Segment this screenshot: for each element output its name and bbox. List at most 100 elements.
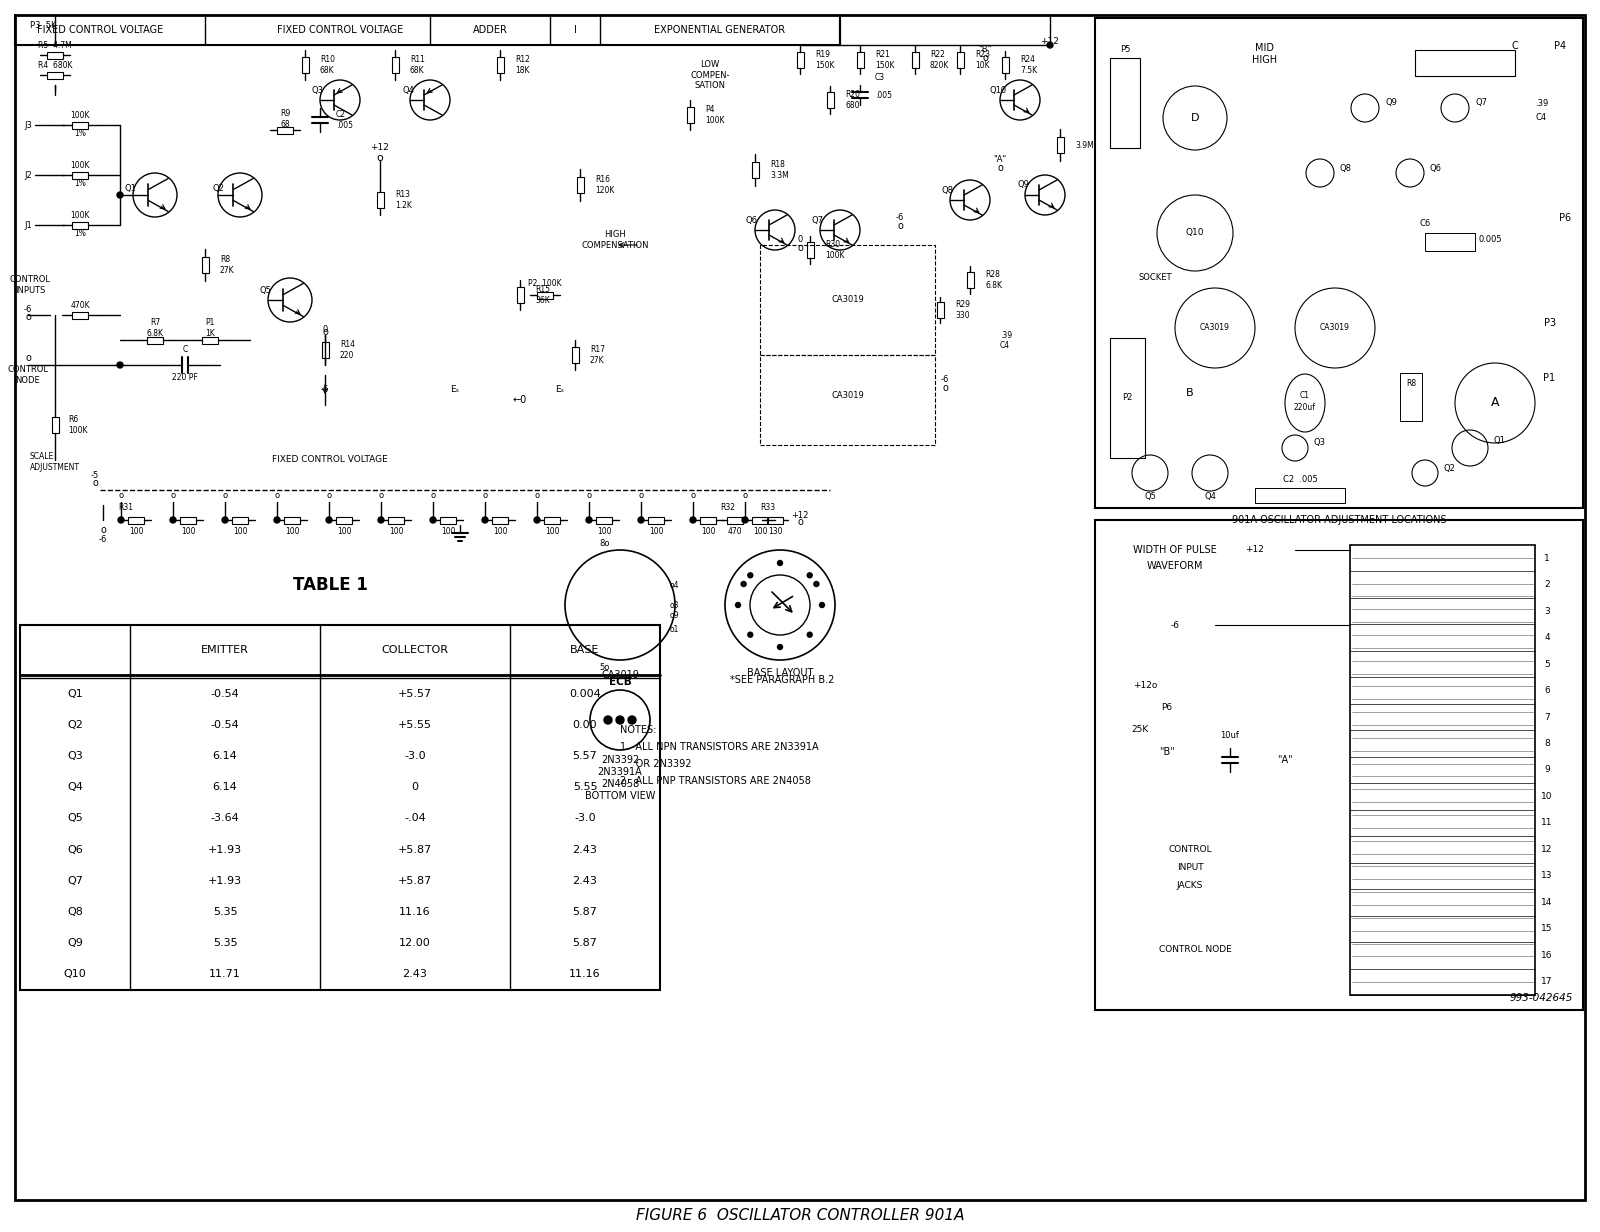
- Text: o: o: [93, 478, 98, 488]
- Text: Q5: Q5: [1144, 492, 1155, 500]
- Bar: [285, 516, 301, 524]
- Text: "A": "A": [994, 155, 1006, 165]
- Text: R19
150K: R19 150K: [814, 51, 835, 70]
- Text: Q2: Q2: [213, 184, 224, 192]
- Bar: [202, 336, 218, 344]
- Text: +1.93: +1.93: [208, 845, 242, 855]
- Text: 220uf: 220uf: [1294, 404, 1315, 413]
- Text: 1%: 1%: [74, 129, 86, 138]
- Text: Q7: Q7: [67, 876, 83, 886]
- Text: 100: 100: [597, 527, 611, 536]
- Text: I: I: [573, 25, 576, 34]
- Circle shape: [690, 517, 696, 524]
- Bar: [517, 287, 523, 303]
- Text: 2N3392: 2N3392: [602, 755, 638, 765]
- Bar: [1254, 488, 1346, 503]
- Bar: [760, 355, 934, 445]
- Text: P4: P4: [1554, 41, 1566, 51]
- Text: o: o: [171, 492, 176, 500]
- Text: EMITTER: EMITTER: [202, 646, 250, 655]
- Text: o: o: [638, 492, 643, 500]
- Text: 11.71: 11.71: [210, 970, 242, 979]
- Bar: [440, 516, 456, 524]
- Text: R10
68K: R10 68K: [320, 55, 334, 75]
- Text: Eₛ: Eₛ: [451, 386, 459, 394]
- Bar: [301, 57, 309, 73]
- Text: OR 2N3392: OR 2N3392: [621, 759, 691, 769]
- Text: 4: 4: [1544, 633, 1550, 642]
- Text: o: o: [587, 492, 592, 500]
- Text: R12
18K: R12 18K: [515, 55, 530, 75]
- Text: o: o: [997, 163, 1003, 172]
- Circle shape: [819, 602, 824, 607]
- Bar: [1350, 545, 1534, 995]
- Bar: [576, 177, 584, 193]
- Text: o: o: [26, 354, 30, 363]
- Text: 10: 10: [1541, 792, 1552, 801]
- Text: JACKS: JACKS: [1178, 882, 1203, 891]
- Bar: [392, 57, 398, 73]
- Text: R16
120K: R16 120K: [595, 175, 614, 195]
- Text: P2: P2: [1122, 393, 1133, 403]
- Text: P3  5K: P3 5K: [30, 21, 56, 30]
- Text: 5: 5: [1544, 659, 1550, 669]
- Text: o1: o1: [670, 626, 680, 634]
- Text: o: o: [483, 492, 488, 500]
- Bar: [19, 625, 661, 991]
- Text: -6: -6: [99, 536, 107, 545]
- Bar: [1426, 233, 1475, 251]
- Text: Q4: Q4: [67, 782, 83, 792]
- Text: +12: +12: [1245, 546, 1264, 554]
- Text: Q9: Q9: [1386, 99, 1397, 107]
- Text: -5: -5: [91, 471, 99, 479]
- Text: o: o: [534, 492, 539, 500]
- Text: 2N4058: 2N4058: [602, 779, 638, 788]
- Bar: [46, 71, 62, 79]
- Text: 2.43: 2.43: [403, 970, 427, 979]
- Bar: [1056, 137, 1064, 153]
- Text: P6: P6: [1558, 213, 1571, 223]
- Text: R8
27K: R8 27K: [221, 255, 235, 275]
- Text: Q1: Q1: [125, 184, 136, 192]
- Text: C2
.005: C2 .005: [336, 111, 354, 129]
- Text: R9
68: R9 68: [280, 110, 290, 128]
- Bar: [51, 416, 59, 432]
- Text: BOTTOM VIEW: BOTTOM VIEW: [586, 791, 654, 801]
- Text: R31: R31: [118, 504, 133, 513]
- Text: P3: P3: [1544, 318, 1557, 328]
- Text: "A": "A": [1277, 755, 1293, 765]
- Text: J2: J2: [24, 170, 32, 180]
- Text: o: o: [376, 153, 384, 163]
- Bar: [376, 192, 384, 208]
- Text: R6
100K: R6 100K: [67, 415, 88, 435]
- Circle shape: [778, 644, 782, 649]
- Text: P5: P5: [1120, 46, 1130, 54]
- Text: o: o: [222, 492, 227, 500]
- Text: +5.87: +5.87: [398, 845, 432, 855]
- Text: WAVEFORM: WAVEFORM: [1147, 561, 1203, 570]
- Text: 12.00: 12.00: [398, 939, 430, 949]
- Text: +12: +12: [1040, 37, 1059, 47]
- Text: Q10: Q10: [989, 85, 1006, 95]
- Ellipse shape: [1285, 375, 1325, 432]
- Text: HIGH
COMPENSATION: HIGH COMPENSATION: [581, 230, 648, 250]
- Bar: [936, 302, 944, 318]
- Text: Q6: Q6: [746, 216, 758, 224]
- Text: HIGH: HIGH: [1253, 55, 1277, 65]
- Circle shape: [736, 602, 741, 607]
- Text: C4: C4: [1534, 113, 1546, 122]
- Bar: [648, 516, 664, 524]
- Circle shape: [806, 573, 813, 578]
- Circle shape: [378, 517, 384, 524]
- Circle shape: [627, 716, 637, 724]
- Text: 5o: 5o: [600, 664, 610, 673]
- Bar: [232, 516, 248, 524]
- Text: 100: 100: [336, 527, 352, 536]
- Text: o: o: [942, 383, 947, 393]
- Text: *SEE PARAGRAPH B.2: *SEE PARAGRAPH B.2: [730, 675, 834, 685]
- Text: 11.16: 11.16: [398, 907, 430, 917]
- Text: R24
7.5K: R24 7.5K: [1021, 55, 1037, 75]
- Text: 9: 9: [1544, 765, 1550, 775]
- Text: FIXED CONTROL VOLTAGE: FIXED CONTROL VOLTAGE: [277, 25, 403, 34]
- Text: CA3019: CA3019: [832, 391, 864, 399]
